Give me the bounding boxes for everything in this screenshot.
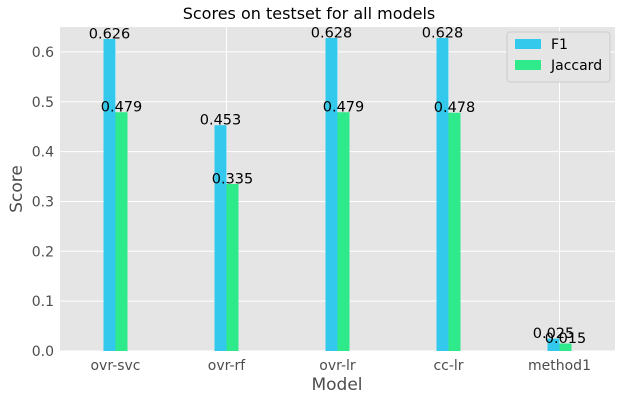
- data-label-f1: 0.025: [533, 326, 575, 342]
- bar-jaccard: [337, 112, 350, 351]
- legend-label-jaccard: Jaccard: [550, 58, 602, 74]
- bar-f1: [547, 338, 560, 351]
- chart-title: Scores on testset for all models: [183, 4, 436, 23]
- bar-jaccard: [559, 343, 572, 351]
- y-tick-label: 0.6: [32, 45, 54, 61]
- data-label-f1: 0.626: [89, 26, 131, 42]
- y-tick-label: 0.3: [32, 194, 54, 210]
- bar-f1: [103, 38, 116, 352]
- bar-f1: [436, 37, 449, 351]
- y-tick-label: 0.2: [32, 244, 54, 260]
- y-axis-ticks: 0.0 0.1 0.2 0.3 0.4 0.5 0.6: [32, 45, 54, 360]
- x-tick-label: method1: [528, 358, 591, 374]
- y-tick-label: 0.5: [32, 95, 54, 111]
- bar-jaccard: [226, 184, 239, 351]
- bars: [103, 37, 572, 352]
- x-tick-label: ovr-svc: [90, 358, 140, 374]
- x-axis-ticks: ovr-svc ovr-rf ovr-lr cc-lr method1: [90, 358, 591, 374]
- y-tick-label: 0.1: [32, 294, 54, 310]
- data-label-jaccard: 0.478: [434, 100, 476, 116]
- data-label-jaccard: 0.335: [212, 172, 254, 188]
- data-label-jaccard: 0.479: [101, 100, 143, 116]
- y-tick-label: 0.4: [32, 145, 54, 161]
- legend: F1 Jaccard: [506, 31, 611, 83]
- x-axis-label: Model: [311, 375, 362, 395]
- data-label-f1: 0.628: [422, 25, 464, 41]
- bar-f1: [325, 37, 338, 351]
- legend-swatch-jaccard: [515, 60, 541, 70]
- y-axis-label: Score: [7, 165, 27, 213]
- y-tick-label: 0.0: [32, 344, 54, 360]
- data-label-f1: 0.628: [311, 25, 353, 41]
- bar-jaccard: [448, 112, 461, 351]
- x-tick-label: cc-lr: [433, 358, 463, 374]
- legend-label-f1: F1: [551, 37, 568, 53]
- data-label-jaccard: 0.015: [545, 331, 587, 347]
- data-label-jaccard: 0.479: [323, 100, 365, 116]
- x-tick-label: ovr-lr: [319, 358, 356, 374]
- legend-swatch-f1: [515, 39, 541, 49]
- data-labels: 0.626 0.453 0.628 0.628 0.025 0.479 0.335 0.479…: [89, 25, 587, 347]
- bar-jaccard: [115, 112, 128, 351]
- data-label-f1: 0.453: [200, 113, 242, 129]
- bar-f1: [214, 125, 227, 351]
- x-tick-label: ovr-rf: [208, 358, 247, 374]
